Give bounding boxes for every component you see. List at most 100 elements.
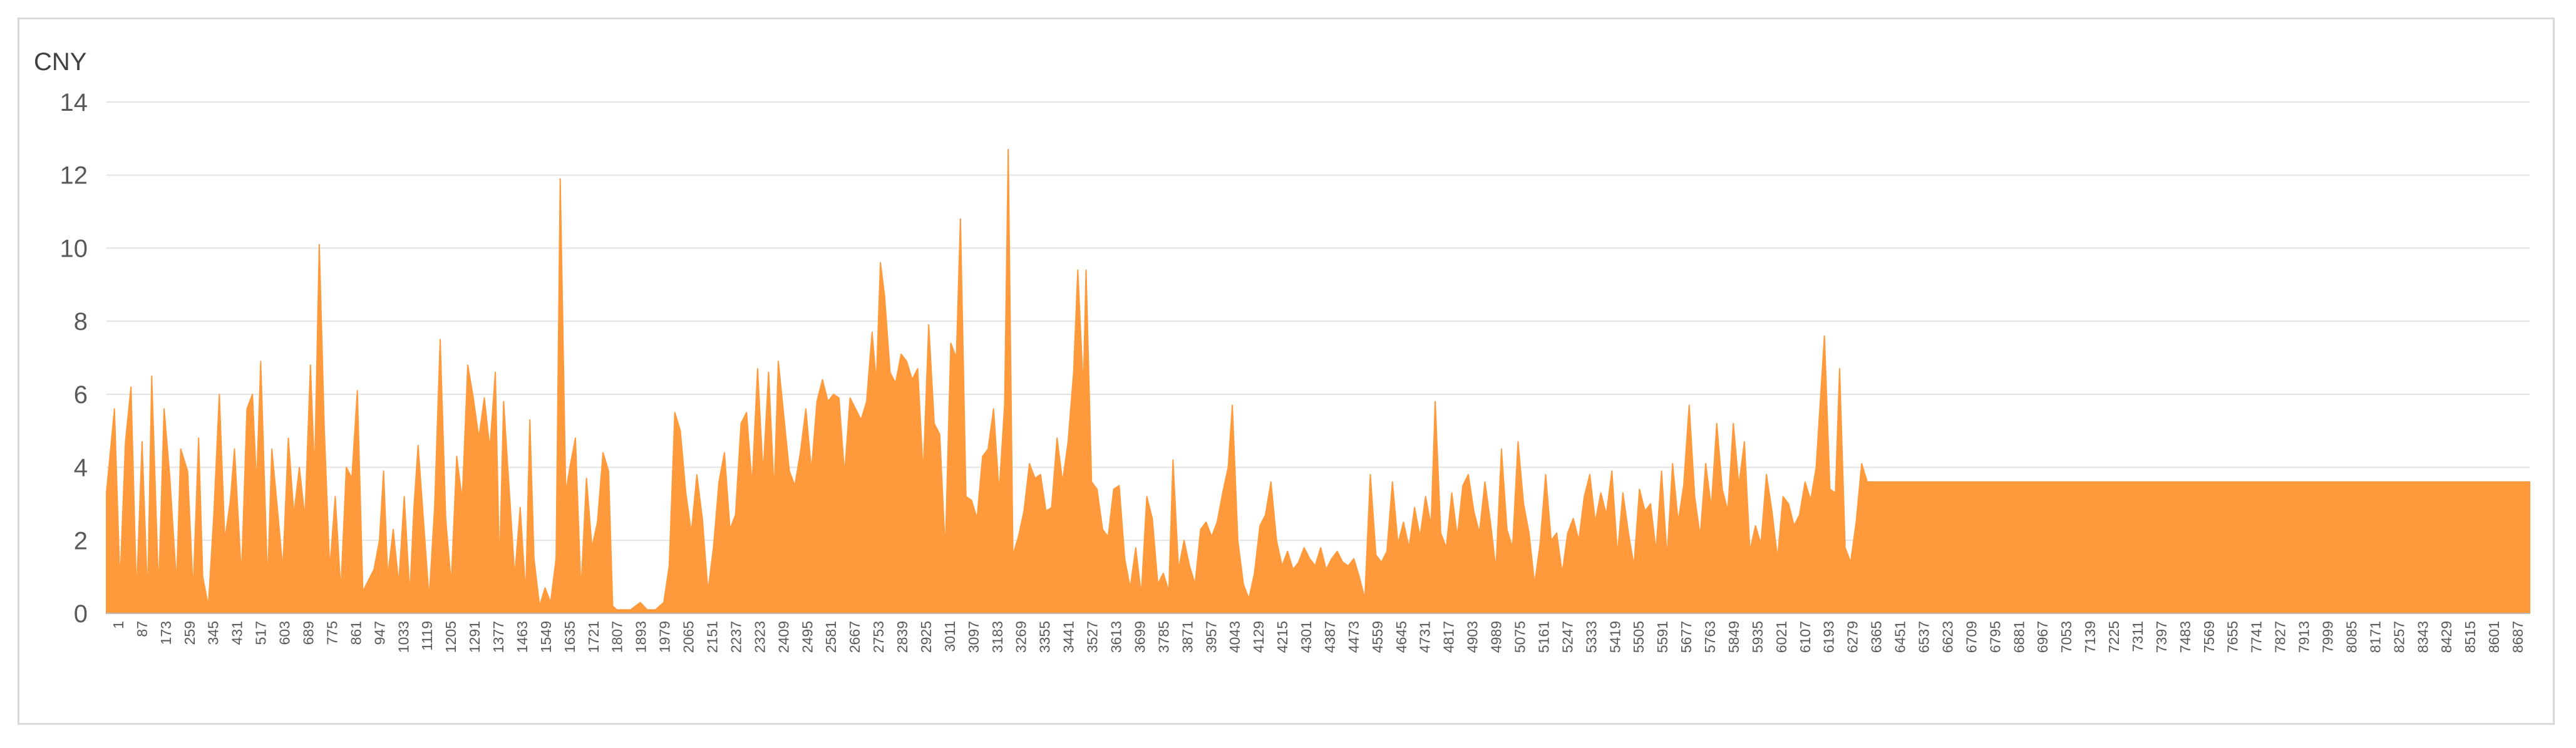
x-tick-label: 6623: [1939, 621, 1955, 653]
x-tick-label: 2151: [704, 621, 721, 653]
x-tick-label: 775: [324, 621, 340, 645]
y-tick-label: 2: [74, 527, 88, 555]
x-tick-label: 4473: [1346, 621, 1362, 653]
y-tick-label: 14: [60, 89, 88, 116]
x-tick-label: 7655: [2225, 621, 2241, 653]
x-tick-label: 7311: [2130, 621, 2146, 652]
x-tick-label: 6279: [1845, 621, 1861, 653]
series-area-group: [106, 148, 2530, 614]
x-tick-label: 4387: [1322, 621, 1338, 653]
series-area-0: [106, 148, 2530, 614]
x-tick-label: 8429: [2438, 621, 2455, 653]
x-tick-label: 3183: [989, 621, 1006, 653]
x-tick-label: 1377: [490, 621, 507, 653]
x-tick-label: 1807: [609, 621, 626, 653]
x-tick-label: 3011: [942, 621, 958, 652]
x-tick-label: 7741: [2249, 621, 2265, 653]
x-tick-label: 2667: [847, 621, 863, 653]
x-tick-label: 1033: [395, 621, 411, 653]
x-tick-label: 5419: [1607, 621, 1623, 653]
x-tick-label: 5763: [1702, 621, 1718, 653]
x-tick-label: 1549: [538, 621, 554, 653]
x-tick-label: 7483: [2177, 621, 2193, 653]
x-tick-label: 7225: [2106, 621, 2122, 653]
y-tick-label: 8: [74, 308, 88, 336]
x-tick-label: 947: [371, 621, 388, 645]
x-tick-label: 8601: [2486, 621, 2502, 653]
x-tick-label: 6451: [1892, 621, 1909, 653]
x-tick-label: 6365: [1868, 621, 1885, 653]
x-tick-label: 2495: [799, 621, 815, 653]
x-tick-label: 2581: [823, 621, 839, 653]
x-tick-label: 3527: [1084, 621, 1101, 653]
x-tick-label: 173: [158, 621, 174, 645]
x-tick-label: 87: [134, 621, 150, 637]
x-tick-label: 3699: [1131, 621, 1148, 653]
x-tick-label: 3355: [1037, 621, 1053, 653]
x-tick-label: 1721: [585, 621, 602, 653]
x-tick-label: 3613: [1108, 621, 1125, 653]
x-tick-label: 2065: [681, 621, 697, 653]
x-tick-label: 6967: [2034, 621, 2051, 653]
x-tick-label: 1119: [419, 621, 435, 651]
x-tick-label: 3785: [1155, 621, 1172, 653]
x-tick-label: 6537: [1916, 621, 1932, 653]
x-tick-label: 6709: [1963, 621, 1979, 653]
x-tick-label: 2839: [894, 621, 910, 653]
x-tick-label: 7139: [2082, 621, 2098, 653]
x-tick-label: 1979: [657, 621, 673, 653]
x-tick-label: 3269: [1013, 621, 1029, 653]
x-tick-label: 4989: [1488, 621, 1505, 653]
y-tick-labels: 0 2 4 6 8 10 12 14: [60, 89, 88, 628]
x-tick-label: 6193: [1821, 621, 1837, 653]
x-tick-label: 7569: [2201, 621, 2217, 653]
x-tick-label: 2753: [870, 621, 887, 653]
x-tick-label: 603: [277, 621, 293, 645]
x-tick-label: 4903: [1465, 621, 1481, 653]
x-tick-label: 1635: [562, 621, 578, 653]
y-tick-label: 4: [74, 454, 88, 482]
x-tick-label: 6795: [1987, 621, 2003, 653]
x-tick-label: 6107: [1797, 621, 1813, 653]
x-tick-label: 2237: [728, 621, 744, 653]
x-tick-label: 7999: [2320, 621, 2336, 653]
x-tick-label: 1893: [633, 621, 649, 653]
x-tick-label: 4215: [1274, 621, 1291, 653]
y-tick-label: 10: [60, 235, 88, 262]
x-tick-label: 8085: [2343, 621, 2359, 653]
x-tick-label: 259: [182, 621, 198, 645]
x-tick-label: 345: [205, 621, 222, 645]
x-tick-labels: 1 87 173 259 345 431 517 603 689 775 861 947 1033 111…: [110, 621, 2526, 653]
x-tick-label: 4817: [1441, 621, 1457, 653]
y-tick-label: 6: [74, 381, 88, 409]
x-tick-label: 6881: [2011, 621, 2027, 653]
x-tick-label: 689: [301, 621, 317, 645]
x-tick-label: 5677: [1678, 621, 1694, 653]
x-tick-label: 5075: [1512, 621, 1528, 653]
y-tick-label: 0: [74, 600, 88, 628]
x-tick-label: 3441: [1061, 621, 1077, 653]
x-tick-label: 8687: [2510, 621, 2526, 653]
x-tick-label: 431: [229, 621, 245, 645]
x-tick-label: 4043: [1227, 621, 1243, 653]
x-tick-label: 7827: [2272, 621, 2289, 653]
x-tick-label: 5333: [1583, 621, 1599, 653]
x-tick-label: 1205: [443, 621, 459, 653]
x-tick-label: 3957: [1203, 621, 1219, 653]
x-tick-label: 4301: [1298, 621, 1314, 653]
x-tick-label: 2323: [751, 621, 768, 653]
x-tick-label: 1: [110, 621, 126, 629]
x-tick-label: 4559: [1369, 621, 1386, 653]
x-tick-label: 7053: [2058, 621, 2074, 653]
x-tick-label: 5591: [1654, 621, 1671, 653]
x-tick-label: 2925: [918, 621, 934, 653]
x-tick-label: 4645: [1393, 621, 1409, 653]
x-tick-label: 8171: [2367, 621, 2383, 653]
x-tick-label: 6021: [1773, 621, 1790, 653]
x-tick-label: 1291: [466, 621, 483, 653]
x-tick-label: 861: [348, 621, 364, 645]
x-tick-label: 5935: [1749, 621, 1766, 653]
x-tick-label: 1463: [514, 621, 530, 653]
x-tick-label: 7913: [2296, 621, 2312, 653]
